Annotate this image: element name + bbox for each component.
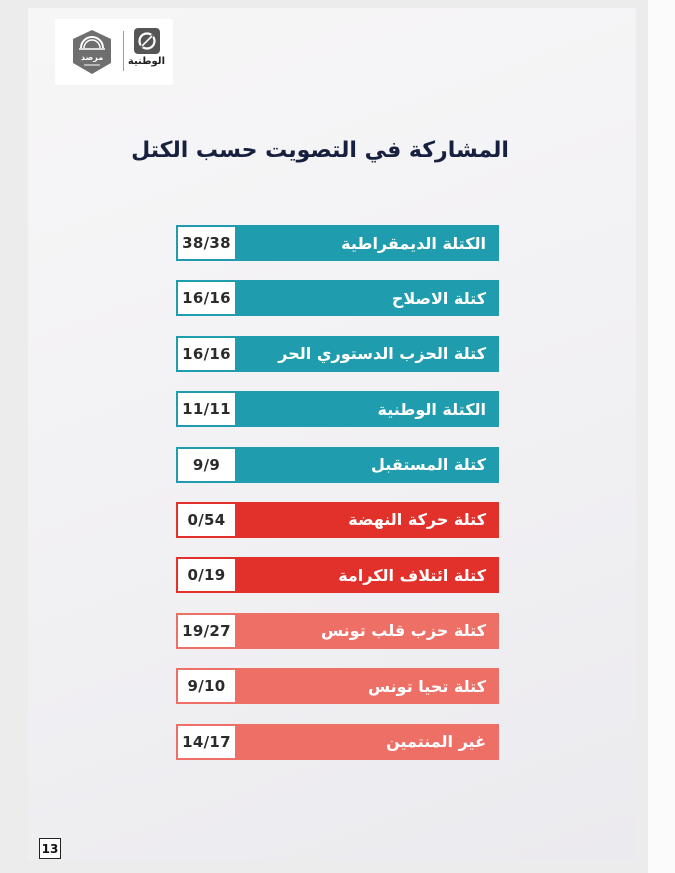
header-logos: مرصد الوطنية: [55, 19, 173, 85]
bloc-name: الكتلة الوطنية: [237, 391, 499, 428]
page-number: 13: [39, 838, 61, 859]
bloc-row: 9/10 كتلة تحيا تونس: [176, 668, 499, 705]
observatory-badge-logo: مرصد: [73, 30, 111, 74]
page-title: المشاركة في التصويت حسب الكتل: [131, 138, 509, 163]
bloc-vote-count: 0/54: [176, 501, 237, 538]
bloc-vote-count: 38/38: [176, 225, 237, 261]
bloc-vote-count: 11/11: [176, 391, 237, 428]
bloc-name: كتلة حركة النهضة: [237, 501, 499, 538]
bloc-name: كتلة ائتلاف الكرامة: [237, 557, 499, 594]
badge-text: مرصد: [81, 53, 103, 62]
bloc-row: 0/54 كتلة حركة النهضة: [176, 501, 499, 538]
bloc-row: 16/16 كتلة الحزب الدستوري الحر: [176, 335, 499, 372]
bloc-row: 11/11 الكتلة الوطنية: [176, 391, 499, 428]
bloc-vote-count: 14/17: [176, 723, 237, 760]
bloc-name: كتلة حزب قلب تونس: [237, 612, 499, 649]
bloc-vote-count: 9/10: [176, 668, 237, 705]
bloc-row: 19/27 كتلة حزب قلب تونس: [176, 612, 499, 649]
wataniya-logo: الوطنية: [127, 27, 165, 77]
document-page: [28, 8, 636, 860]
bloc-name: كتلة تحيا تونس: [237, 668, 499, 705]
bloc-name: كتلة الحزب الدستوري الحر: [237, 335, 499, 372]
bloc-name: كتلة الاصلاح: [237, 280, 499, 317]
bloc-name: الكتلة الديمقراطية: [237, 225, 499, 261]
bloc-vote-count: 19/27: [176, 612, 237, 649]
wataniya-mark-icon: [134, 28, 160, 54]
bloc-name: غير المنتمين: [237, 723, 499, 760]
viewer-edge: [648, 0, 675, 873]
logo-divider: [123, 31, 124, 71]
bloc-vote-count: 16/16: [176, 335, 237, 372]
bloc-row: 16/16 كتلة الاصلاح: [176, 280, 499, 317]
wataniya-logo-text: الوطنية: [127, 56, 165, 67]
bloc-row: 38/38 الكتلة الديمقراطية: [176, 225, 499, 261]
bloc-row: 0/19 كتلة ائتلاف الكرامة: [176, 557, 499, 594]
bloc-participation-list: 38/38 الكتلة الديمقراطية 16/16 كتلة الاصلاح…: [176, 225, 499, 779]
bloc-row: 14/17 غير المنتمين: [176, 723, 499, 760]
bloc-vote-count: 16/16: [176, 280, 237, 317]
bloc-name: كتلة المستقبل: [237, 446, 499, 483]
bloc-vote-count: 0/19: [176, 557, 237, 594]
bloc-row: 9/9 كتلة المستقبل: [176, 446, 499, 483]
bloc-vote-count: 9/9: [176, 446, 237, 483]
